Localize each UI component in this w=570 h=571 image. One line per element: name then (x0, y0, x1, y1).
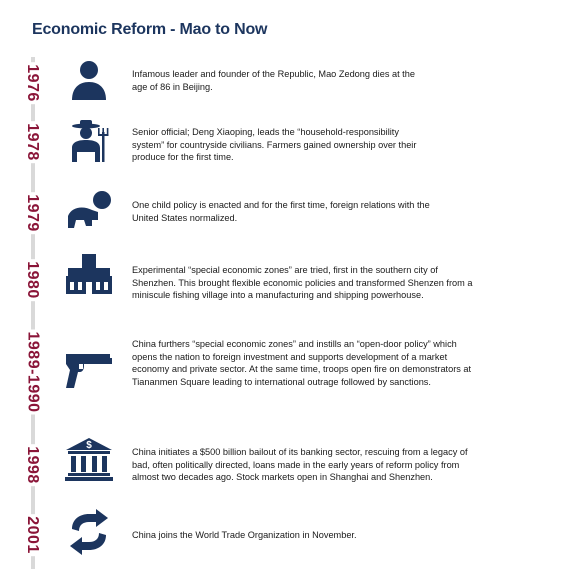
event-description: Senior official; Deng Xiaoping, leads th… (132, 127, 417, 163)
timeline-line (31, 57, 35, 569)
event-description: One child policy is enacted and for the … (132, 200, 430, 223)
bank-icon: $ (62, 436, 116, 482)
svg-text:$: $ (86, 440, 92, 451)
farmer-icon (62, 118, 116, 164)
event-description: China furthers “special economic zones” … (132, 339, 472, 387)
year-label: 1976 (23, 62, 41, 104)
exchange-arrows-icon (62, 509, 116, 555)
event-description: China joins the World Trade Organization… (132, 530, 357, 540)
year-label: 1978 (23, 121, 41, 163)
pistol-icon (62, 348, 116, 394)
year-label: 2001 (23, 514, 41, 556)
person-icon (62, 58, 116, 104)
event-description: Infamous leader and founder of the Repub… (132, 69, 415, 92)
year-label: 1979 (23, 192, 41, 234)
event-description: Experimental “special economic zones” ar… (132, 265, 473, 301)
factory-building-icon (62, 252, 116, 298)
event-description: China initiates a $500 billion bailout o… (132, 447, 468, 483)
year-label: 1998 (23, 444, 41, 486)
year-label: 1980 (23, 259, 41, 301)
page-title: Economic Reform - Mao to Now (32, 21, 268, 38)
year-label: 1989-1990 (23, 329, 42, 415)
crawling-baby-icon (62, 190, 116, 236)
